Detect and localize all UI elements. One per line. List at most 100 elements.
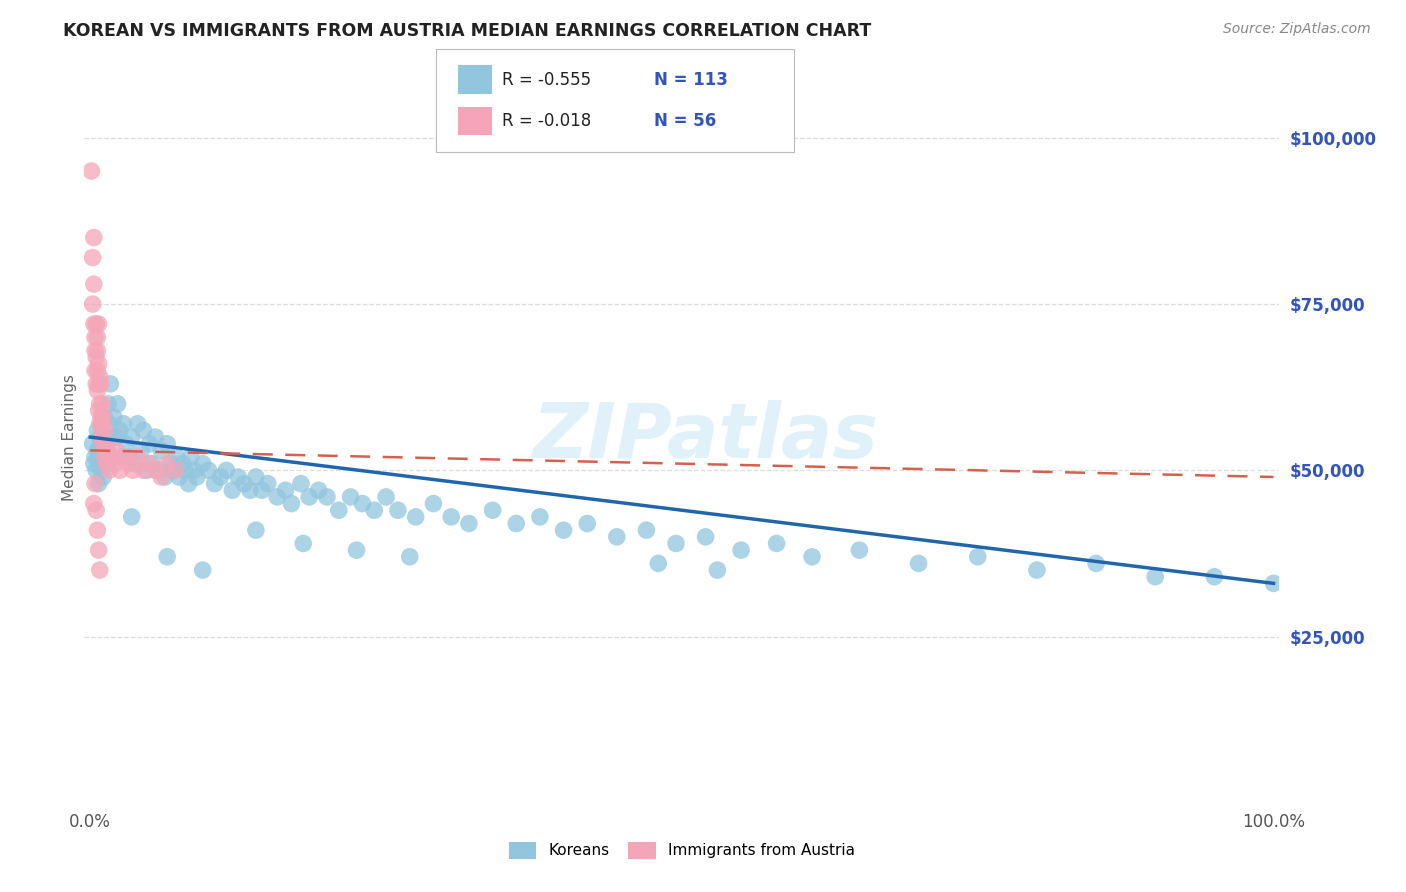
Point [84,317,107,331]
Point [100,450,122,464]
Point [233,476,256,491]
Point [86,384,108,398]
Point [90,463,112,477]
Point [132,463,155,477]
Point [93,424,115,438]
Point [87,450,110,464]
Point [100,430,122,444]
Point [177,476,200,491]
Point [132,424,155,438]
Point [422,497,444,511]
Point [87,476,110,491]
Point [316,490,339,504]
Point [221,483,243,498]
Point [84,363,107,377]
Point [124,457,146,471]
Point [191,457,214,471]
Point [143,463,166,477]
Point [156,436,179,450]
Point [166,450,188,464]
Point [86,343,108,358]
Point [86,443,108,458]
Point [245,523,267,537]
Point [172,457,194,471]
Point [94,443,117,458]
Point [346,543,368,558]
Point [150,470,173,484]
Point [209,470,232,484]
Point [505,516,527,531]
Point [127,417,149,431]
Point [91,450,114,464]
Point [127,450,149,464]
Point [138,457,160,471]
Point [180,450,202,464]
Point [328,503,350,517]
Point [105,430,128,444]
Point [143,430,166,444]
Point [121,509,143,524]
Point [89,430,111,444]
Point [87,403,110,417]
Point [84,463,107,477]
Text: KOREAN VS IMMIGRANTS FROM AUSTRIA MEDIAN EARNINGS CORRELATION CHART: KOREAN VS IMMIGRANTS FROM AUSTRIA MEDIAN… [63,22,872,40]
Point [298,490,321,504]
Point [101,450,124,464]
Point [239,483,262,498]
Point [108,463,131,477]
Point [529,509,551,524]
Point [84,343,107,358]
Point [458,516,481,531]
Point [1085,557,1108,571]
Point [117,457,139,471]
Point [553,523,575,537]
Point [87,357,110,371]
Point [375,490,398,504]
Point [90,410,112,425]
Point [156,549,179,564]
Point [576,516,599,531]
Point [111,450,134,464]
Point [256,476,278,491]
Point [89,417,111,431]
Point [215,463,238,477]
Point [89,457,111,471]
Point [103,457,125,471]
Point [308,483,330,498]
Point [114,436,136,450]
Point [1263,576,1285,591]
Point [84,376,107,391]
Point [87,376,110,391]
Point [91,397,114,411]
Point [82,251,104,265]
Point [197,463,219,477]
Point [150,443,173,458]
Point [138,436,160,450]
Point [108,424,131,438]
Point [280,497,302,511]
Point [96,457,118,471]
Point [112,450,135,464]
Point [82,297,104,311]
Point [440,509,463,524]
Point [93,410,115,425]
Point [765,536,787,550]
Point [89,370,111,384]
Y-axis label: Median Earnings: Median Earnings [62,374,77,500]
Point [165,463,187,477]
Point [80,164,103,178]
Point [136,463,159,477]
Point [100,376,122,391]
Point [162,463,184,477]
Point [387,503,409,517]
Point [83,497,105,511]
Point [87,317,110,331]
Point [245,470,267,484]
Point [1204,570,1226,584]
Point [121,430,143,444]
Point [183,463,205,477]
Text: R = -0.018: R = -0.018 [502,112,591,130]
Point [1144,570,1167,584]
Point [84,450,107,464]
Point [91,430,114,444]
